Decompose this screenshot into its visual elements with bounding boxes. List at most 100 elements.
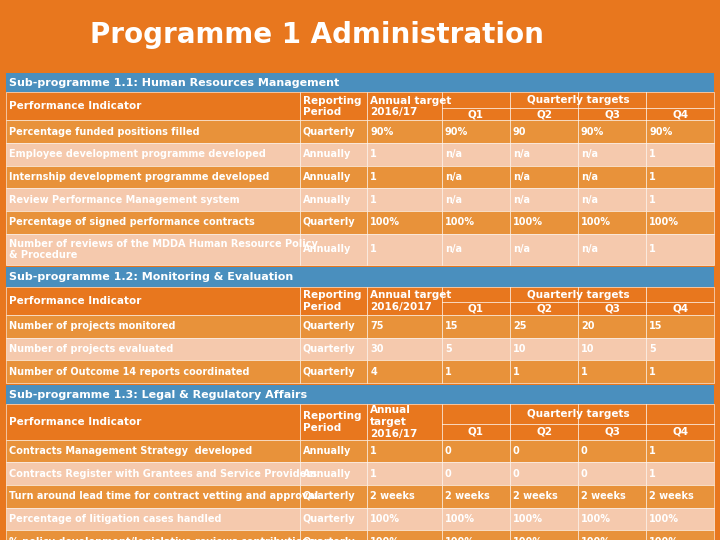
Text: Percentage funded positions filled: Percentage funded positions filled [9, 127, 199, 137]
Bar [646, 360, 714, 383]
Bar [510, 338, 578, 360]
Bar [6, 385, 714, 404]
Text: Number of Outcome 14 reports coordinated: Number of Outcome 14 reports coordinated [9, 367, 249, 376]
Bar [510, 234, 578, 265]
Bar [510, 462, 578, 485]
Text: Q2: Q2 [536, 427, 552, 437]
Bar [300, 120, 367, 143]
Text: 90%: 90% [649, 127, 672, 137]
Bar [0, 0, 720, 70]
Text: n/a: n/a [445, 172, 462, 182]
Text: Sub-programme 1.3: Legal & Regulatory Affairs: Sub-programme 1.3: Legal & Regulatory Af… [9, 390, 307, 400]
Bar [578, 143, 646, 166]
Bar [578, 338, 646, 360]
Text: Quarterly: Quarterly [303, 321, 356, 331]
Text: 1: 1 [445, 367, 451, 376]
Bar [442, 188, 510, 211]
Text: Q1: Q1 [468, 427, 484, 437]
Bar [300, 360, 367, 383]
Bar [6, 267, 714, 287]
Text: n/a: n/a [581, 245, 598, 254]
Text: Quarterly targets: Quarterly targets [527, 409, 629, 419]
Bar [510, 530, 578, 540]
Bar [646, 440, 714, 462]
Text: 15: 15 [649, 321, 662, 331]
Text: Q4: Q4 [672, 303, 688, 314]
Bar [6, 462, 300, 485]
Text: Q4: Q4 [672, 427, 688, 437]
Text: 100%: 100% [513, 218, 543, 227]
Bar [300, 508, 367, 530]
Bar [646, 166, 714, 188]
Text: Reporting
Period: Reporting Period [303, 411, 361, 433]
Text: 100%: 100% [649, 218, 679, 227]
Text: 1: 1 [649, 195, 656, 205]
Text: Quarterly: Quarterly [303, 537, 356, 540]
Text: 0: 0 [445, 446, 451, 456]
Bar [510, 211, 578, 234]
Bar [646, 120, 714, 143]
Bar [367, 338, 442, 360]
Bar [510, 440, 578, 462]
Text: 90%: 90% [370, 127, 394, 137]
Bar [646, 485, 714, 508]
Text: Annual
target
2016/17: Annual target 2016/17 [370, 406, 418, 438]
Bar [646, 508, 714, 530]
Bar [646, 188, 714, 211]
Bar [578, 485, 646, 508]
Text: Employee development programme developed: Employee development programme developed [9, 150, 266, 159]
Bar [510, 188, 578, 211]
Bar [442, 530, 510, 540]
Text: Internship development programme developed: Internship development programme develop… [9, 172, 269, 182]
Bar [510, 508, 578, 530]
Bar [442, 143, 510, 166]
Bar [6, 120, 300, 143]
Text: 1: 1 [370, 195, 377, 205]
Text: Sub-programme 1.2: Monitoring & Evaluation: Sub-programme 1.2: Monitoring & Evaluati… [9, 272, 293, 282]
Bar [367, 440, 442, 462]
Text: 1: 1 [370, 150, 377, 159]
Bar [6, 530, 300, 540]
Bar [578, 462, 646, 485]
Text: 1: 1 [370, 446, 377, 456]
Text: 100%: 100% [513, 514, 543, 524]
Bar [442, 166, 510, 188]
Text: 1: 1 [649, 469, 656, 478]
Bar [6, 315, 300, 338]
Bar [578, 530, 646, 540]
Bar [367, 404, 442, 440]
Bar [367, 360, 442, 383]
Text: 1: 1 [649, 446, 656, 456]
Bar [300, 143, 367, 166]
Text: n/a: n/a [581, 172, 598, 182]
Text: Sub-programme 1.1: Human Resources Management: Sub-programme 1.1: Human Resources Manag… [9, 78, 339, 87]
Bar [442, 508, 510, 530]
Text: Annually: Annually [303, 469, 351, 478]
Text: Q4: Q4 [672, 109, 688, 119]
Text: 100%: 100% [581, 218, 611, 227]
Bar [6, 338, 300, 360]
Bar [300, 440, 367, 462]
Text: Number of projects evaluated: Number of projects evaluated [9, 344, 173, 354]
Text: 100%: 100% [370, 514, 400, 524]
Text: 100%: 100% [445, 218, 474, 227]
Text: Performance Indicator: Performance Indicator [9, 296, 141, 306]
Bar [578, 360, 646, 383]
Text: Q3: Q3 [604, 303, 620, 314]
Text: Quarterly: Quarterly [303, 367, 356, 376]
Text: Contracts Register with Grantees and Service Providers: Contracts Register with Grantees and Ser… [9, 469, 317, 478]
Bar [300, 404, 367, 440]
Bar [442, 404, 714, 440]
Text: % policy development/legislative reviews contributions: % policy development/legislative reviews… [9, 537, 315, 540]
Text: 30: 30 [370, 344, 384, 354]
Text: Q2: Q2 [536, 109, 552, 119]
Text: 2 weeks: 2 weeks [370, 491, 415, 501]
Bar [367, 315, 442, 338]
Text: Q1: Q1 [468, 109, 484, 119]
Bar [300, 462, 367, 485]
Bar [6, 166, 300, 188]
Bar [6, 440, 300, 462]
Text: Quarterly targets: Quarterly targets [527, 289, 629, 300]
Bar [367, 485, 442, 508]
Bar [6, 143, 300, 166]
